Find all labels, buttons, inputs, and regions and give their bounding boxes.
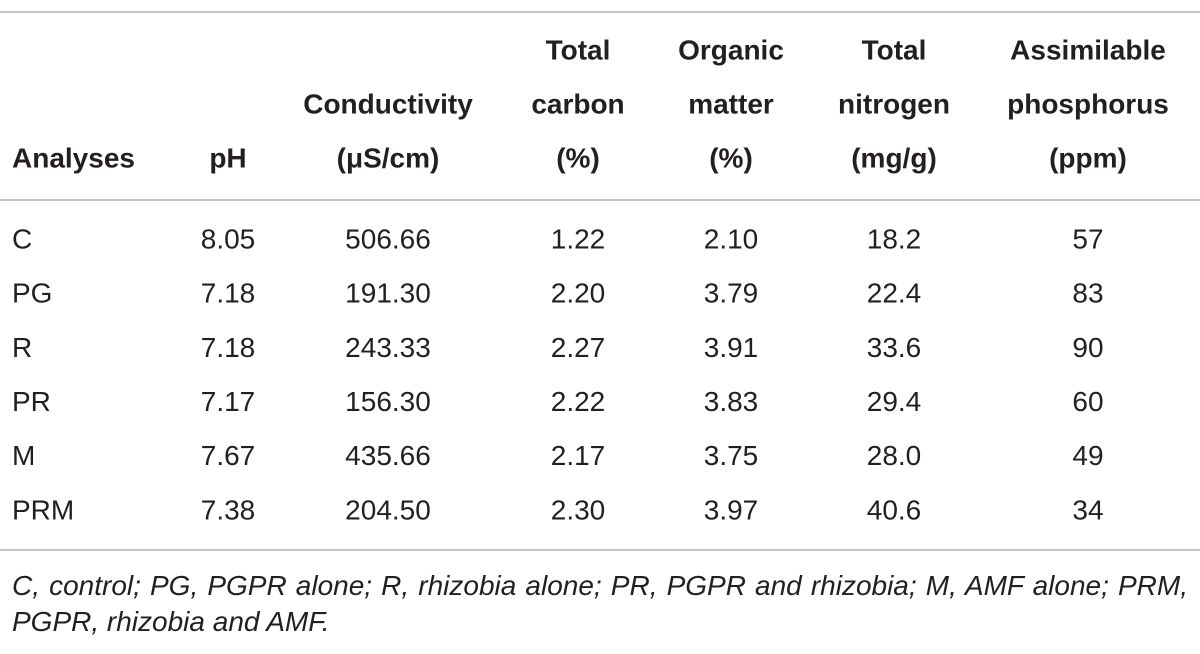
- header-cell: phosphorus: [1007, 88, 1169, 119]
- cell: 156.30: [345, 386, 431, 417]
- cell: 2.22: [551, 386, 606, 417]
- header-cell: Conductivity: [303, 88, 473, 119]
- cell: 90: [1072, 332, 1103, 363]
- header-cell: (%): [709, 142, 753, 173]
- cell: 7.67: [201, 440, 256, 471]
- cell: 18.2: [867, 223, 922, 254]
- header-cell: carbon: [531, 88, 624, 119]
- cell: 34: [1072, 494, 1103, 525]
- header-cell: Total: [862, 34, 927, 65]
- cell: 7.38: [201, 494, 256, 525]
- cell: 3.97: [704, 494, 759, 525]
- header-cell: pH: [209, 142, 246, 173]
- cell: 2.10: [704, 223, 759, 254]
- cell: 204.50: [345, 494, 431, 525]
- cell: 506.66: [345, 223, 431, 254]
- cell: 33.6: [867, 332, 922, 363]
- header-cell: Organic: [678, 34, 784, 65]
- cell: 29.4: [867, 386, 922, 417]
- cell: 3.79: [704, 278, 759, 309]
- cell: 2.20: [551, 278, 606, 309]
- cell: 8.05: [201, 223, 256, 254]
- cell: 57: [1072, 223, 1103, 254]
- header-cell: (%): [556, 142, 600, 173]
- header-cell: Analyses: [12, 142, 135, 173]
- header-cell: nitrogen: [838, 88, 950, 119]
- cell: 60: [1072, 386, 1103, 417]
- cell: R: [12, 332, 32, 363]
- cell: 83: [1072, 278, 1103, 309]
- header-cell: (μS/cm): [337, 142, 440, 173]
- cell: 40.6: [867, 494, 922, 525]
- cell: 1.22: [551, 223, 606, 254]
- cell: PG: [12, 278, 52, 309]
- cell: 49: [1072, 440, 1103, 471]
- header-cell: Assimilable: [1010, 34, 1166, 65]
- cell: 2.27: [551, 332, 606, 363]
- cell: 3.83: [704, 386, 759, 417]
- cell: 191.30: [345, 278, 431, 309]
- cell: 7.18: [201, 332, 256, 363]
- cell: PRM: [12, 494, 74, 525]
- cell: 3.75: [704, 440, 759, 471]
- cell: 7.18: [201, 278, 256, 309]
- cell: 435.66: [345, 440, 431, 471]
- header-cell: matter: [688, 88, 774, 119]
- cell: C: [12, 223, 32, 254]
- cell: 7.17: [201, 386, 256, 417]
- cell: 28.0: [867, 440, 922, 471]
- header-cell: Total: [546, 34, 611, 65]
- header-cell: (ppm): [1049, 142, 1127, 173]
- footnote: C, control; PG, PGPR alone; R, rhizobia …: [12, 570, 1188, 637]
- cell: 3.91: [704, 332, 759, 363]
- cell: 243.33: [345, 332, 431, 363]
- cell: 2.30: [551, 494, 606, 525]
- cell: 22.4: [867, 278, 922, 309]
- cell: 2.17: [551, 440, 606, 471]
- cell: M: [12, 440, 35, 471]
- header-cell: (mg/g): [851, 142, 937, 173]
- cell: PR: [12, 386, 51, 417]
